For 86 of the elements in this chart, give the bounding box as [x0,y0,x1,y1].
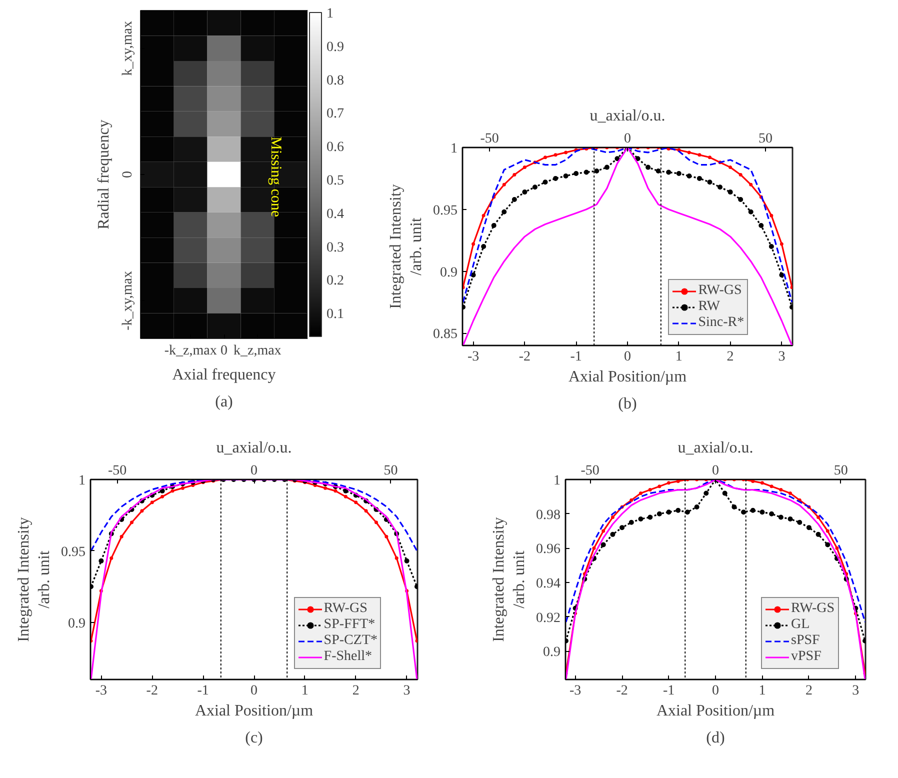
color-bar-label: 0.5 [326,174,344,189]
x-tick-label: -1 [570,350,582,364]
x2-tick-label: -50 [580,464,600,478]
legend-label: RW [698,299,720,315]
y-tick-label: 1 [450,142,458,156]
y-tick-label: 0.9 [440,265,458,280]
x-tick-label: 1 [758,684,766,698]
y-tick-label: 1 [554,474,560,488]
x-tick-label: -3 [569,684,582,698]
x-tick-label: 0 [712,684,719,698]
y-tick-label: 0.95 [61,544,86,560]
color-bar-label: 0.8 [326,73,344,88]
y-tick-label: 0.96 [536,542,560,558]
x-axis-title: Axial frequency [172,366,276,384]
y-tick-label: k_xy,max [120,20,136,76]
legend-label: RW-GS [698,283,742,299]
x2-tick-label: 50 [834,464,848,478]
x-tick-label: 1 [301,684,308,698]
x-tick-label: 3 [778,350,786,364]
x-tick-label: -1 [662,684,675,698]
x-tick-label: -2 [146,684,158,698]
text: (b) [618,396,637,412]
color-bar-label: 0.9 [326,40,344,55]
x-tick-label: 2 [726,350,734,364]
y-tick-label: 0.92 [536,610,560,626]
y-tick-label: 0.9 [68,616,86,632]
color-bar-label: 0.6 [326,140,344,156]
x2-axis-title: u_axial/o.u. [678,440,754,456]
legend-label: Sinc-R* [698,315,744,331]
x2-tick-label: 0 [712,464,719,478]
legend-label: GL [791,617,811,633]
x-tick-label: 0 [250,684,258,698]
x-tick-label: k_z,max [233,344,282,358]
legend-label: sPSF [791,633,820,649]
x-axis-title: Axial Position/µm [656,702,776,720]
x-tick-label: 1 [675,350,682,364]
x2-axis-title: u_axial/o.u. [216,440,292,456]
text: (d) [706,730,725,746]
y-tick-label: 0.85 [433,327,458,342]
legend-label: RW-GS [324,601,368,617]
x2-axis-title: u_axial/o.u. [590,108,666,124]
x-axis-title: Axial Position/µm [568,368,688,386]
legend-label: RW-GS [791,601,835,617]
color-bar-label: 0.1 [326,307,344,322]
x-tick-label: -3 [467,350,480,364]
x2-tick-label: 50 [384,464,398,478]
legend-label: vPSF [791,649,822,665]
x-tick-label: 2 [805,684,812,698]
text: (c) [245,730,263,746]
x2-tick-label: 0 [624,132,631,146]
x-tick-label: 0 [220,344,228,358]
y-tick-label: 0 [120,171,136,178]
x2-tick-label: -50 [480,132,499,146]
x2-tick-label: 0 [250,464,258,478]
legend-label: F-Shell* [324,649,372,665]
color-bar-label: 0.7 [326,106,344,122]
text: (a) [215,394,233,410]
x-tick-label: 2 [352,684,360,698]
y-tick-label: 0.98 [536,508,560,523]
y-tick-label: 0.94 [536,576,560,592]
y-tick-label: 0.9 [543,645,560,660]
x-tick-label: 3 [852,684,860,698]
color-bar-label: 0.4 [326,206,344,222]
x-tick-label: -3 [95,684,108,698]
legend-label: SP-FFT* [324,617,376,633]
legend-label: SP-CZT* [324,633,378,649]
x-tick-label: -2 [616,684,628,698]
x-tick-label: -2 [518,350,531,364]
x-axis-title: Axial Position/µm [194,702,314,720]
x2-tick-label: -50 [108,464,127,478]
x-tick-label: 0 [624,350,631,364]
y-axis-title: Integrated Intensity /arb. unit [490,517,528,642]
x-tick-label: 3 [403,684,410,698]
x-tick-label: -k_z,max [164,344,217,358]
color-bar-label: 1 [326,6,334,22]
y-tick-label: 0.95 [433,203,458,218]
y-tick-label: -k_xy,max [120,270,136,330]
color-bar-label: 0.3 [326,240,344,256]
x2-tick-label: 50 [758,132,772,146]
y-axis-title: Radial frequency [96,120,112,230]
annotation: Missing cone [267,136,284,218]
y-axis-title: Integrated Intensity /arb. unit [16,517,53,642]
color-bar-label: 0.2 [326,274,344,289]
y-axis-title: Integrated Intensity /arb. unit [388,184,425,309]
y-tick-label: 1 [78,474,86,488]
x-tick-label: -1 [197,684,209,698]
